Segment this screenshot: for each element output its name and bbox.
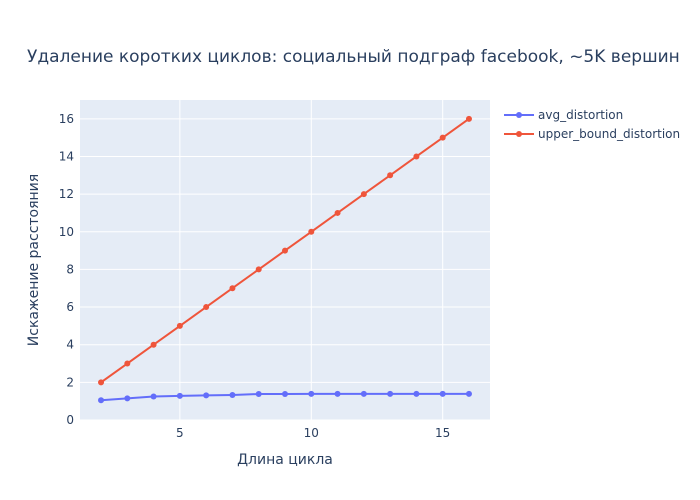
legend-swatch-marker xyxy=(516,112,522,118)
y-tick-label: 12 xyxy=(59,187,74,201)
y-tick-label: 10 xyxy=(59,225,74,239)
data-point xyxy=(465,115,472,122)
data-point xyxy=(308,228,315,235)
data-point xyxy=(255,266,262,273)
legend-label: upper_bound_distortion xyxy=(538,127,680,141)
data-point xyxy=(176,392,183,399)
data-point xyxy=(439,390,446,397)
data-point xyxy=(308,390,315,397)
data-point xyxy=(282,391,288,398)
data-point xyxy=(150,393,157,400)
series-layer xyxy=(98,115,472,404)
data-point xyxy=(439,134,446,141)
series-upper_bound_distortion xyxy=(98,115,472,386)
data-point xyxy=(98,397,105,404)
x-tick-label: 5 xyxy=(176,426,184,440)
y-tick-label: 14 xyxy=(59,149,74,163)
chart-title: Удаление коротких циклов: социальный под… xyxy=(27,47,680,67)
x-axis-title: Длина цикла xyxy=(237,452,333,468)
data-point xyxy=(255,391,262,398)
data-point xyxy=(150,341,157,348)
y-tick-label: 16 xyxy=(59,112,74,126)
legend-item: avg_distortion xyxy=(504,108,623,122)
data-point xyxy=(360,191,367,198)
legend-label: avg_distortion xyxy=(538,108,623,122)
data-point xyxy=(334,390,341,397)
data-point xyxy=(334,209,341,216)
data-point xyxy=(203,392,210,399)
x-tick-label: 10 xyxy=(304,426,319,440)
data-point xyxy=(203,304,210,311)
data-point xyxy=(176,322,183,329)
y-tick-label: 0 xyxy=(66,413,74,427)
y-axis-title: Искажение расстояния xyxy=(26,174,42,346)
data-point xyxy=(465,390,472,397)
data-point xyxy=(124,395,131,402)
data-point xyxy=(124,360,131,367)
data-point xyxy=(387,390,394,397)
y-tick-label: 2 xyxy=(66,375,74,389)
data-point xyxy=(229,285,236,292)
tick-labels: 0 2 4 6 8 10 12 14 16 5 10 15 xyxy=(59,112,451,440)
legend: avg_distortion upper_bound_distortion xyxy=(504,108,680,141)
data-point xyxy=(413,153,420,160)
data-point xyxy=(229,391,236,398)
data-point xyxy=(98,379,105,386)
y-tick-label: 8 xyxy=(66,262,74,276)
series-avg_distortion xyxy=(98,390,472,404)
legend-item: upper_bound_distortion xyxy=(504,127,680,141)
data-point xyxy=(360,390,367,397)
legend-swatch-marker xyxy=(516,131,522,137)
x-tick-label: 15 xyxy=(435,426,450,440)
grid-lines xyxy=(80,100,490,421)
y-tick-label: 6 xyxy=(66,300,74,314)
data-point xyxy=(413,390,420,397)
data-point xyxy=(282,247,288,254)
data-point xyxy=(387,172,394,179)
y-tick-label: 4 xyxy=(66,338,74,352)
